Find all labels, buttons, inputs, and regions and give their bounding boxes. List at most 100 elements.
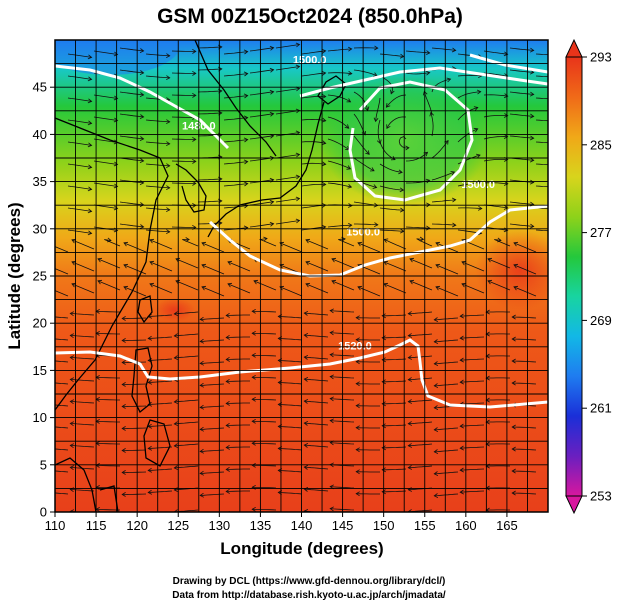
streamline-arrowhead <box>529 135 535 141</box>
streamline <box>431 47 456 51</box>
streamline-arrowhead <box>147 335 152 341</box>
streamline <box>223 161 248 165</box>
streamline-arrowhead <box>487 279 493 285</box>
streamline <box>149 261 173 272</box>
streamline-arrowhead <box>355 403 360 409</box>
streamline-arrowhead <box>355 359 360 365</box>
streamline <box>512 426 537 429</box>
streamline <box>408 333 433 337</box>
streamline <box>70 335 95 338</box>
streamline <box>460 358 485 361</box>
streamline <box>122 471 147 473</box>
streamline-arrowhead <box>173 355 178 361</box>
streamline-arrowhead <box>139 70 145 75</box>
streamline-arrowhead <box>97 279 103 285</box>
streamline <box>460 424 485 427</box>
streamline-arrowhead <box>139 92 145 97</box>
streamline-arrowhead <box>383 238 389 243</box>
y-tick-label: 0 <box>40 505 47 520</box>
streamline-arrowhead <box>529 179 535 185</box>
streamline-arrowhead <box>269 199 275 205</box>
streamline-arrowhead <box>69 377 74 383</box>
streamline-arrowhead <box>121 404 126 409</box>
streamline <box>423 91 433 115</box>
streamline-arrowhead <box>556 119 560 123</box>
streamline <box>55 360 69 363</box>
streamline-arrowhead <box>459 313 464 319</box>
streamline-arrowhead <box>373 117 379 123</box>
streamline-arrowhead <box>407 399 412 404</box>
colorbar-lower-arrow <box>565 495 583 515</box>
streamline-arrowhead <box>329 418 334 424</box>
streamline <box>408 421 433 425</box>
streamline-arrowhead <box>166 163 171 169</box>
streamline-arrowhead <box>166 53 171 59</box>
streamline <box>383 283 407 294</box>
streamline <box>70 313 95 316</box>
streamline-arrowhead <box>87 142 93 148</box>
streamline-arrowhead <box>399 53 405 59</box>
streamline-arrowhead <box>113 117 119 123</box>
streamline-arrowhead <box>269 89 275 95</box>
coastline-korea <box>175 163 207 213</box>
streamline <box>330 442 355 445</box>
streamline-arrowhead <box>381 313 386 319</box>
streamline <box>122 383 147 385</box>
streamline-arrowhead <box>295 196 301 202</box>
streamline-arrowhead <box>121 316 126 321</box>
streamline-arrowhead <box>381 489 386 495</box>
y-tick-label: 35 <box>33 174 47 189</box>
y-axis-label: Latitude (degrees) <box>5 202 24 349</box>
streamline-arrowhead <box>121 360 126 365</box>
streamline-arrowhead <box>243 159 249 165</box>
streamline <box>96 420 120 423</box>
colorbar-tick-label: 269 <box>590 313 612 328</box>
streamline-arrowhead <box>243 137 249 143</box>
streamline <box>408 377 433 381</box>
streamline <box>148 380 173 383</box>
streamline <box>149 239 173 250</box>
streamline-arrowhead <box>348 222 353 228</box>
streamline-arrowhead <box>305 238 311 244</box>
streamline-arrowhead <box>487 257 493 263</box>
streamline-arrowhead <box>149 260 155 266</box>
streamline-arrowhead <box>121 338 126 343</box>
streamline <box>275 44 300 49</box>
streamline <box>327 182 352 188</box>
contour-1480 <box>55 64 230 150</box>
streamline-arrowhead <box>529 223 535 229</box>
streamline-arrowhead <box>329 352 334 358</box>
streamline-arrowhead <box>69 333 74 339</box>
streamline <box>67 75 92 80</box>
streamline <box>226 446 250 448</box>
streamline <box>304 378 329 382</box>
streamline-arrowhead <box>346 165 352 170</box>
streamline <box>123 242 147 253</box>
streamline <box>483 115 508 118</box>
streamline <box>252 442 277 445</box>
streamline <box>70 379 95 382</box>
streamline <box>148 358 173 361</box>
streamline-arrowhead <box>192 158 197 164</box>
streamline <box>55 404 69 407</box>
streamline <box>327 48 352 52</box>
streamline <box>119 135 144 140</box>
streamline-arrowhead <box>321 161 327 167</box>
streamline <box>200 493 225 496</box>
streamline-arrowhead <box>513 285 519 291</box>
streamline-arrowhead <box>503 181 509 186</box>
streamline-arrowhead <box>398 169 403 175</box>
streamline <box>330 354 355 357</box>
streamline-arrowhead <box>381 467 386 473</box>
streamline <box>252 420 277 423</box>
streamline-arrowhead <box>69 421 74 427</box>
streamline <box>275 66 300 71</box>
streamline <box>226 336 250 338</box>
streamline-arrowhead <box>139 224 145 229</box>
streamline <box>386 116 407 129</box>
streamline <box>200 361 225 364</box>
streamline-arrowhead <box>166 229 171 235</box>
streamline-arrowhead <box>511 380 516 386</box>
streamline-arrowhead <box>303 443 309 448</box>
streamline <box>434 471 459 475</box>
